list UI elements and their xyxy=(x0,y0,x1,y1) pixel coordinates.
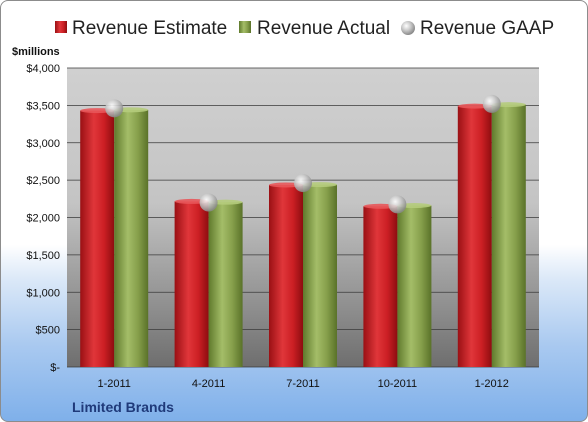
y-tick-label: $3,000 xyxy=(26,138,60,150)
gaap-marker xyxy=(294,174,312,193)
y-tick-labels: $- $500 $1,000 $1,500 $2,000 $2,500 $3,000 $3,5… xyxy=(26,63,60,374)
y-tick-label: $1,500 xyxy=(26,250,60,262)
company-label: Limited Brands xyxy=(72,399,174,415)
bar-revenue-estimate xyxy=(269,184,303,367)
bar-revenue-actual xyxy=(208,202,243,367)
legend-label-revenue-gaap: Revenue GAAP xyxy=(420,18,554,39)
bar-revenue-estimate xyxy=(174,201,209,367)
y-axis-unit-label: $millions xyxy=(12,46,60,58)
legend-marker-revenue-gaap xyxy=(401,21,415,35)
x-tick-label: 1-2011 xyxy=(97,378,130,390)
y-tick-label: $- xyxy=(50,362,60,374)
legend-label-revenue-estimate: Revenue Estimate xyxy=(72,18,227,39)
gaap-markers xyxy=(105,94,501,214)
bar-revenue-estimate xyxy=(80,110,115,368)
bar-revenue-actual xyxy=(303,184,337,367)
gaap-marker xyxy=(105,99,124,118)
x-tick-label: 7-2011 xyxy=(286,378,319,390)
bar-revenue-estimate xyxy=(363,206,398,367)
gaap-marker xyxy=(482,94,501,113)
x-tick-label: 4-2011 xyxy=(192,378,225,390)
legend: Revenue Estimate Revenue Actual Revenue … xyxy=(55,18,554,39)
y-tick-label: $2,500 xyxy=(26,175,60,187)
y-tick-label: $4,000 xyxy=(26,63,60,75)
legend-swatch-revenue-estimate xyxy=(55,21,67,33)
legend-swatch-revenue-actual xyxy=(239,21,251,33)
bar-revenue-actual xyxy=(114,109,149,368)
gaap-marker xyxy=(199,193,218,212)
legend-item-revenue-gaap: Revenue GAAP xyxy=(401,18,554,39)
bar-revenue-actual xyxy=(397,205,432,367)
x-tick-label: 1-2012 xyxy=(475,378,509,390)
gaap-marker xyxy=(388,195,407,214)
bar-revenue-estimate xyxy=(457,106,492,367)
x-tick-label: 10-2011 xyxy=(378,378,418,390)
x-tick-labels: 1-2011 4-2011 7-2011 10-2011 1-2012 xyxy=(97,378,508,390)
legend-item-revenue-actual: Revenue Actual xyxy=(239,18,390,39)
bars xyxy=(80,102,526,368)
y-tick-label: $3,500 xyxy=(26,100,60,112)
bar-revenue-actual xyxy=(491,104,526,367)
y-tick-label: $2,000 xyxy=(26,213,60,225)
y-tick-label: $1,000 xyxy=(26,287,60,299)
y-tick-label: $500 xyxy=(36,325,60,337)
legend-item-revenue-estimate: Revenue Estimate xyxy=(55,18,227,39)
legend-label-revenue-actual: Revenue Actual xyxy=(257,18,390,39)
